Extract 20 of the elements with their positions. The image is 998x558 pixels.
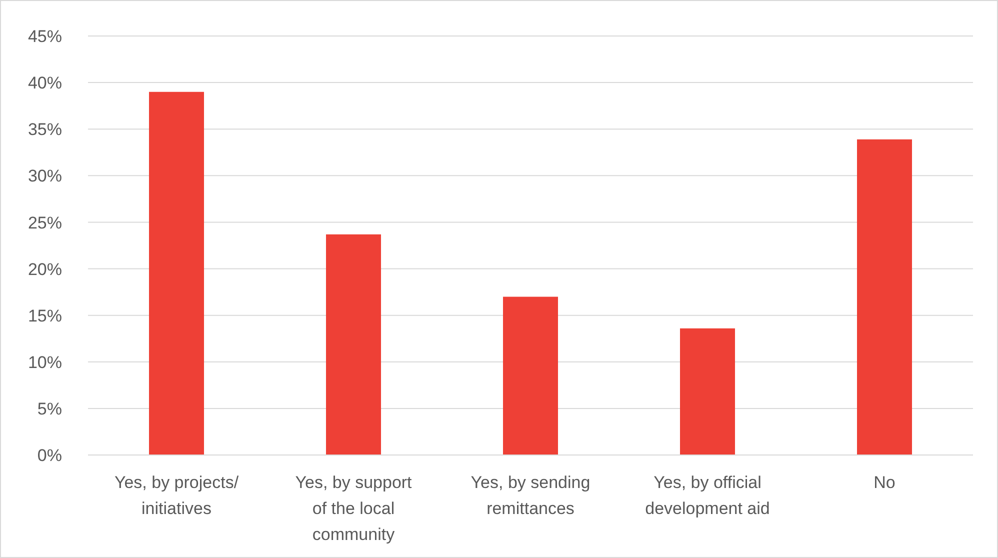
y-tick-label: 30%	[28, 166, 62, 186]
x-tick-label: No	[874, 473, 896, 492]
y-tick-label: 5%	[37, 399, 62, 418]
y-tick-label: 10%	[28, 352, 62, 372]
bar	[149, 92, 204, 455]
y-tick-label: 35%	[28, 120, 62, 140]
bar	[680, 328, 735, 455]
x-tick-label: Yes, by sending remittances	[470, 473, 590, 518]
y-tick-label: 40%	[28, 74, 62, 93]
bar	[503, 296, 558, 455]
y-tick-label: 0%	[37, 446, 62, 466]
x-tick-label: Yes, by support of the local community	[295, 473, 412, 544]
x-tick-label: Yes, by official development aid	[645, 473, 770, 518]
y-tick-label: 15%	[28, 306, 62, 326]
x-tick-label: Yes, by projects/ initiatives	[114, 473, 239, 518]
bar	[857, 139, 912, 455]
bar	[326, 234, 381, 455]
y-tick-label: 45%	[28, 27, 62, 46]
y-tick-label: 20%	[28, 260, 62, 279]
y-tick-label: 25%	[28, 213, 62, 232]
